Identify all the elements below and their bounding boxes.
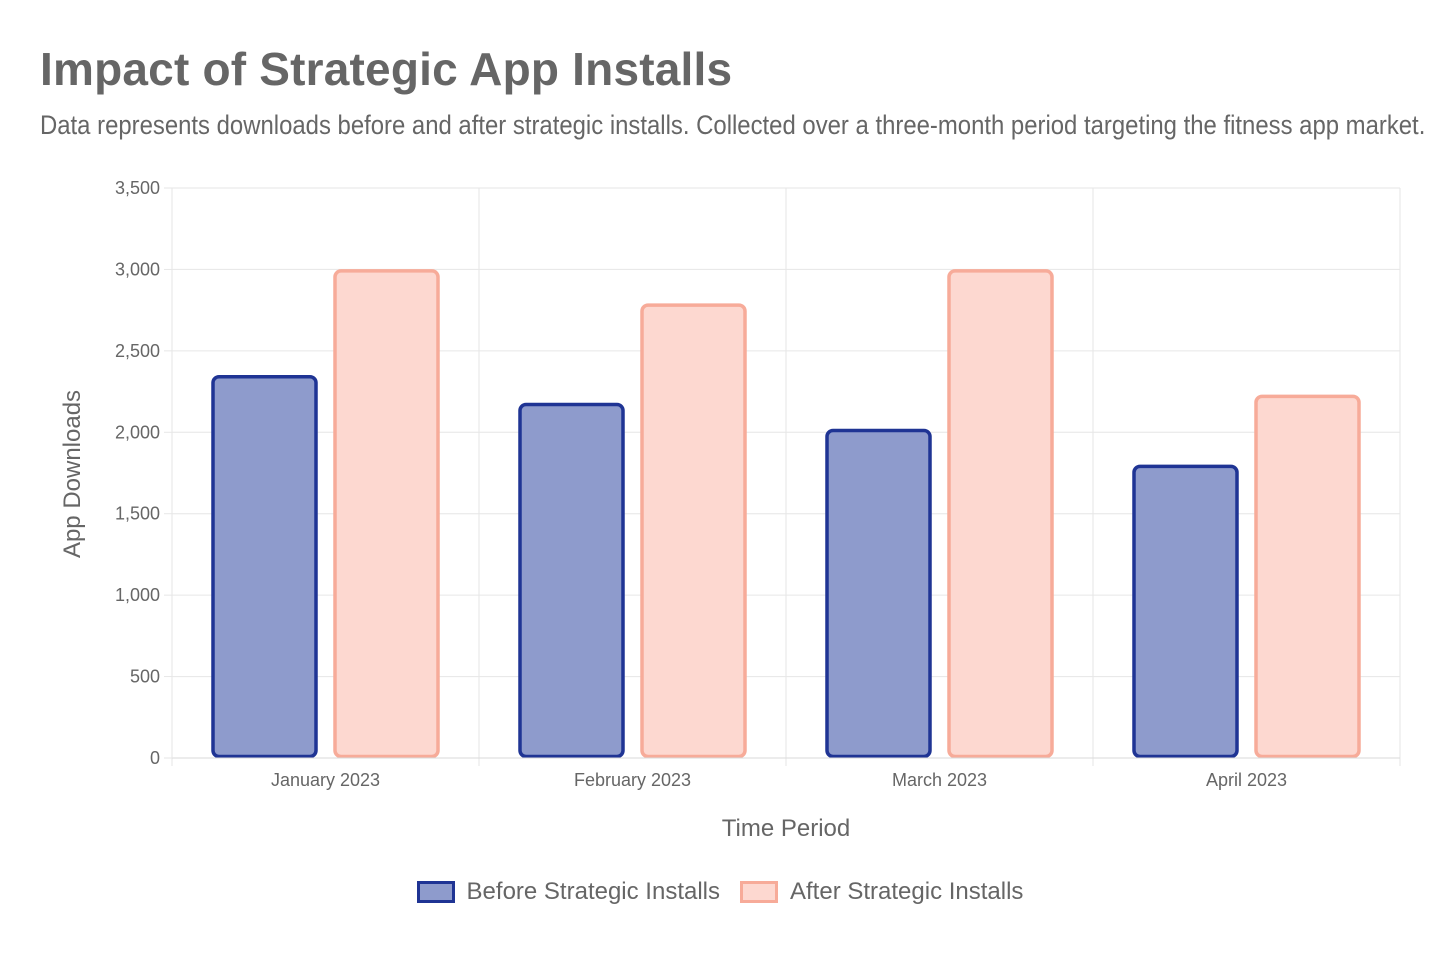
bar-before-1[interactable]	[211, 375, 318, 759]
legend-label-before: Before Strategic Installs	[466, 878, 720, 905]
legend-item-before[interactable]: Before Strategic Installs	[416, 878, 720, 906]
chart-subtitle: Data represents downloads before and aft…	[40, 110, 1426, 140]
legend-swatch-after	[740, 881, 778, 903]
chart-title: Impact of Strategic App Installs	[40, 43, 733, 95]
bar-after-3[interactable]	[947, 269, 1054, 759]
bar-after-2[interactable]	[640, 303, 747, 759]
legend-item-after[interactable]: After Strategic Installs	[740, 878, 1023, 906]
axes: 0 500 1,000 1,500 2,000 2,500 3,000 3,500 Januar…	[115, 178, 1400, 790]
x-tick-label: January 2023	[271, 770, 380, 790]
y-tick-label: 1,000	[115, 585, 160, 605]
y-tick-label: 2,000	[115, 422, 160, 442]
bars	[211, 269, 1361, 759]
y-tick-label: 500	[130, 667, 160, 687]
legend: Before Strategic Installs After Strategi…	[0, 878, 1440, 906]
x-tick-label: February 2023	[574, 770, 691, 790]
y-tick-label: 2,500	[115, 341, 160, 361]
y-tick-label: 0	[150, 748, 160, 768]
bar-after-4[interactable]	[1254, 394, 1361, 759]
y-tick-label: 1,500	[115, 504, 160, 524]
x-tick-label: March 2023	[892, 770, 987, 790]
x-tick-label: April 2023	[1206, 770, 1287, 790]
legend-swatch-before	[416, 881, 455, 903]
y-axis-title: App Downloads	[59, 390, 86, 558]
y-tick-label: 3,000	[115, 259, 160, 279]
legend-label-after: After Strategic Installs	[790, 878, 1024, 905]
bar-before-2[interactable]	[518, 402, 625, 759]
bar-after-1[interactable]	[333, 269, 440, 759]
y-tick-label: 3,500	[115, 178, 160, 198]
bar-before-4[interactable]	[1132, 464, 1239, 759]
x-axis-title: Time Period	[722, 815, 850, 842]
bar-before-3[interactable]	[825, 428, 932, 759]
